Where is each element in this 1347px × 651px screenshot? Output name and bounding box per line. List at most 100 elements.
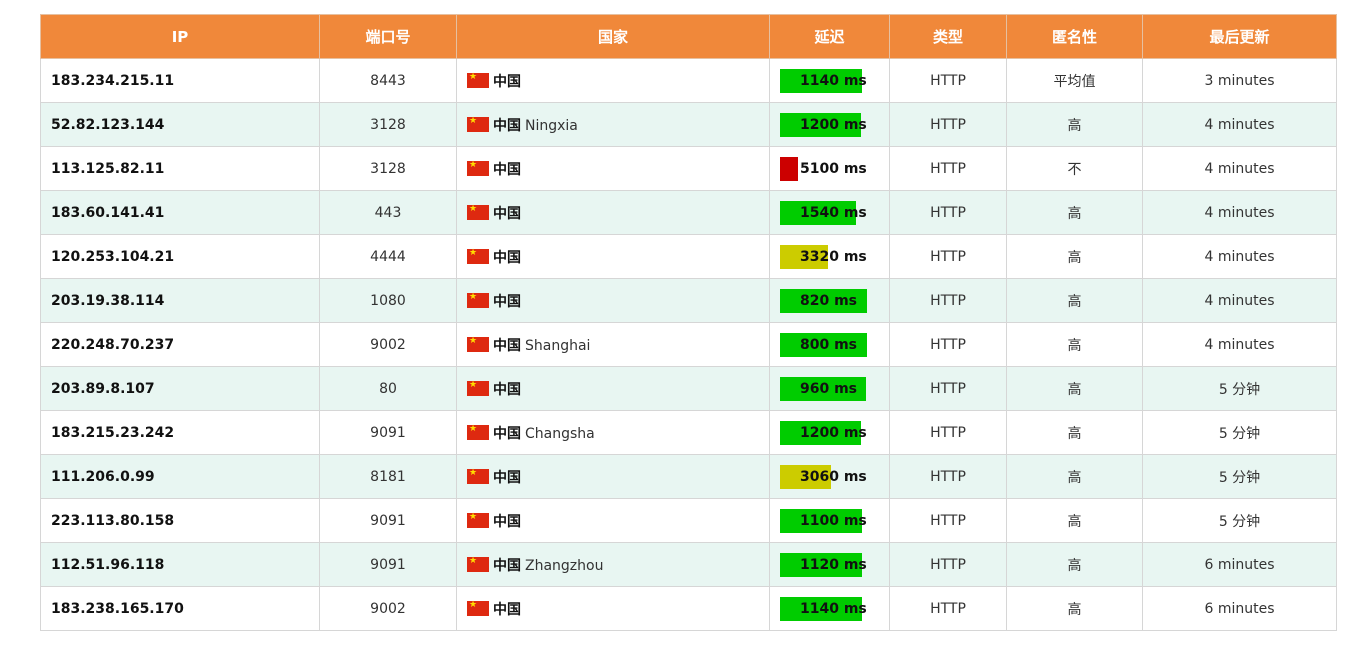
proxy-type: HTTP	[889, 278, 1007, 323]
anonymity-level: 高	[1006, 542, 1143, 587]
china-flag-icon	[467, 71, 489, 88]
ip-address[interactable]: 113.125.82.11	[40, 146, 320, 191]
column-header-last-updated[interactable]: 最后更新	[1142, 14, 1337, 59]
latency-bar	[780, 376, 866, 401]
latency-bar	[780, 508, 862, 533]
china-flag-icon	[467, 247, 489, 264]
ip-address[interactable]: 183.234.215.11	[40, 58, 320, 103]
china-flag-icon	[467, 115, 489, 132]
proxy-type: HTTP	[889, 102, 1007, 147]
country-name: 中国	[493, 249, 521, 266]
table-row: 220.248.70.2379002中国Shanghai800 msHTTP高4…	[40, 322, 1337, 367]
port: 9091	[319, 410, 457, 455]
latency-cell: 800 ms	[769, 322, 890, 367]
last-updated: 4 minutes	[1142, 102, 1337, 147]
port: 4444	[319, 234, 457, 279]
latency-cell: 1140 ms	[769, 586, 890, 631]
country-name: 中国	[493, 469, 521, 486]
latency-bar	[780, 288, 868, 313]
proxy-type: HTTP	[889, 190, 1007, 235]
port: 80	[319, 366, 457, 411]
country-name: 中国	[493, 73, 521, 90]
column-header-latency[interactable]: 延迟	[769, 14, 890, 59]
china-flag-icon	[467, 203, 489, 220]
column-header-country[interactable]: 国家	[456, 14, 770, 59]
ip-address[interactable]: 220.248.70.237	[40, 322, 320, 367]
proxy-type: HTTP	[889, 410, 1007, 455]
latency-value: 1200 ms	[800, 424, 867, 441]
ip-address[interactable]: 203.19.38.114	[40, 278, 320, 323]
anonymity-level: 高	[1006, 234, 1143, 279]
latency-cell: 960 ms	[769, 366, 890, 411]
ip-address[interactable]: 203.89.8.107	[40, 366, 320, 411]
china-flag-icon	[467, 599, 489, 616]
china-flag-icon	[467, 379, 489, 396]
port: 9002	[319, 586, 457, 631]
ip-address[interactable]: 183.60.141.41	[40, 190, 320, 235]
last-updated: 4 minutes	[1142, 234, 1337, 279]
latency-value: 1140 ms	[800, 72, 867, 89]
country-cell: 中国	[456, 58, 770, 103]
china-flag-icon	[467, 467, 489, 484]
latency-bar	[780, 68, 862, 93]
port: 9091	[319, 542, 457, 587]
country-name: 中国	[493, 205, 521, 222]
anonymity-level: 高	[1006, 366, 1143, 411]
latency-value: 1200 ms	[800, 116, 867, 133]
ip-address[interactable]: 111.206.0.99	[40, 454, 320, 499]
latency-bar	[780, 332, 868, 357]
port: 8443	[319, 58, 457, 103]
last-updated: 5 分钟	[1142, 410, 1337, 455]
china-flag-icon	[467, 159, 489, 176]
column-header-port[interactable]: 端口号	[319, 14, 457, 59]
ip-address[interactable]: 183.215.23.242	[40, 410, 320, 455]
ip-address[interactable]: 120.253.104.21	[40, 234, 320, 279]
latency-cell: 1200 ms	[769, 410, 890, 455]
column-header-type[interactable]: 类型	[889, 14, 1007, 59]
country-cell: 中国	[456, 586, 770, 631]
ip-address[interactable]: 112.51.96.118	[40, 542, 320, 587]
latency-bar	[780, 244, 828, 269]
anonymity-level: 高	[1006, 102, 1143, 147]
latency-cell: 3320 ms	[769, 234, 890, 279]
ip-address[interactable]: 223.113.80.158	[40, 498, 320, 543]
latency-value: 1120 ms	[800, 556, 867, 573]
anonymity-level: 高	[1006, 498, 1143, 543]
anonymity-level: 高	[1006, 586, 1143, 631]
proxy-type: HTTP	[889, 366, 1007, 411]
latency-cell: 1100 ms	[769, 498, 890, 543]
country-name: 中国	[493, 425, 521, 442]
last-updated: 5 分钟	[1142, 454, 1337, 499]
latency-cell: 1540 ms	[769, 190, 890, 235]
china-flag-icon	[467, 511, 489, 528]
column-header-anonymity[interactable]: 匿名性	[1006, 14, 1143, 59]
city-name: Zhangzhou	[525, 557, 604, 574]
latency-value: 3320 ms	[800, 248, 867, 265]
city-name: Changsha	[525, 425, 595, 442]
anonymity-level: 高	[1006, 454, 1143, 499]
latency-bar	[780, 156, 799, 181]
ip-address[interactable]: 52.82.123.144	[40, 102, 320, 147]
latency-value: 1100 ms	[800, 512, 867, 529]
latency-bar	[780, 596, 862, 621]
ip-address[interactable]: 183.238.165.170	[40, 586, 320, 631]
column-header-ip[interactable]: IP	[40, 14, 320, 59]
city-name: Shanghai	[525, 337, 591, 354]
country-name: 中国	[493, 117, 521, 134]
port: 9091	[319, 498, 457, 543]
proxy-type: HTTP	[889, 234, 1007, 279]
latency-bar	[780, 420, 861, 445]
country-name: 中国	[493, 513, 521, 530]
latency-bar	[780, 464, 832, 489]
port: 3128	[319, 146, 457, 191]
latency-cell: 1200 ms	[769, 102, 890, 147]
proxy-type: HTTP	[889, 498, 1007, 543]
china-flag-icon	[467, 335, 489, 352]
